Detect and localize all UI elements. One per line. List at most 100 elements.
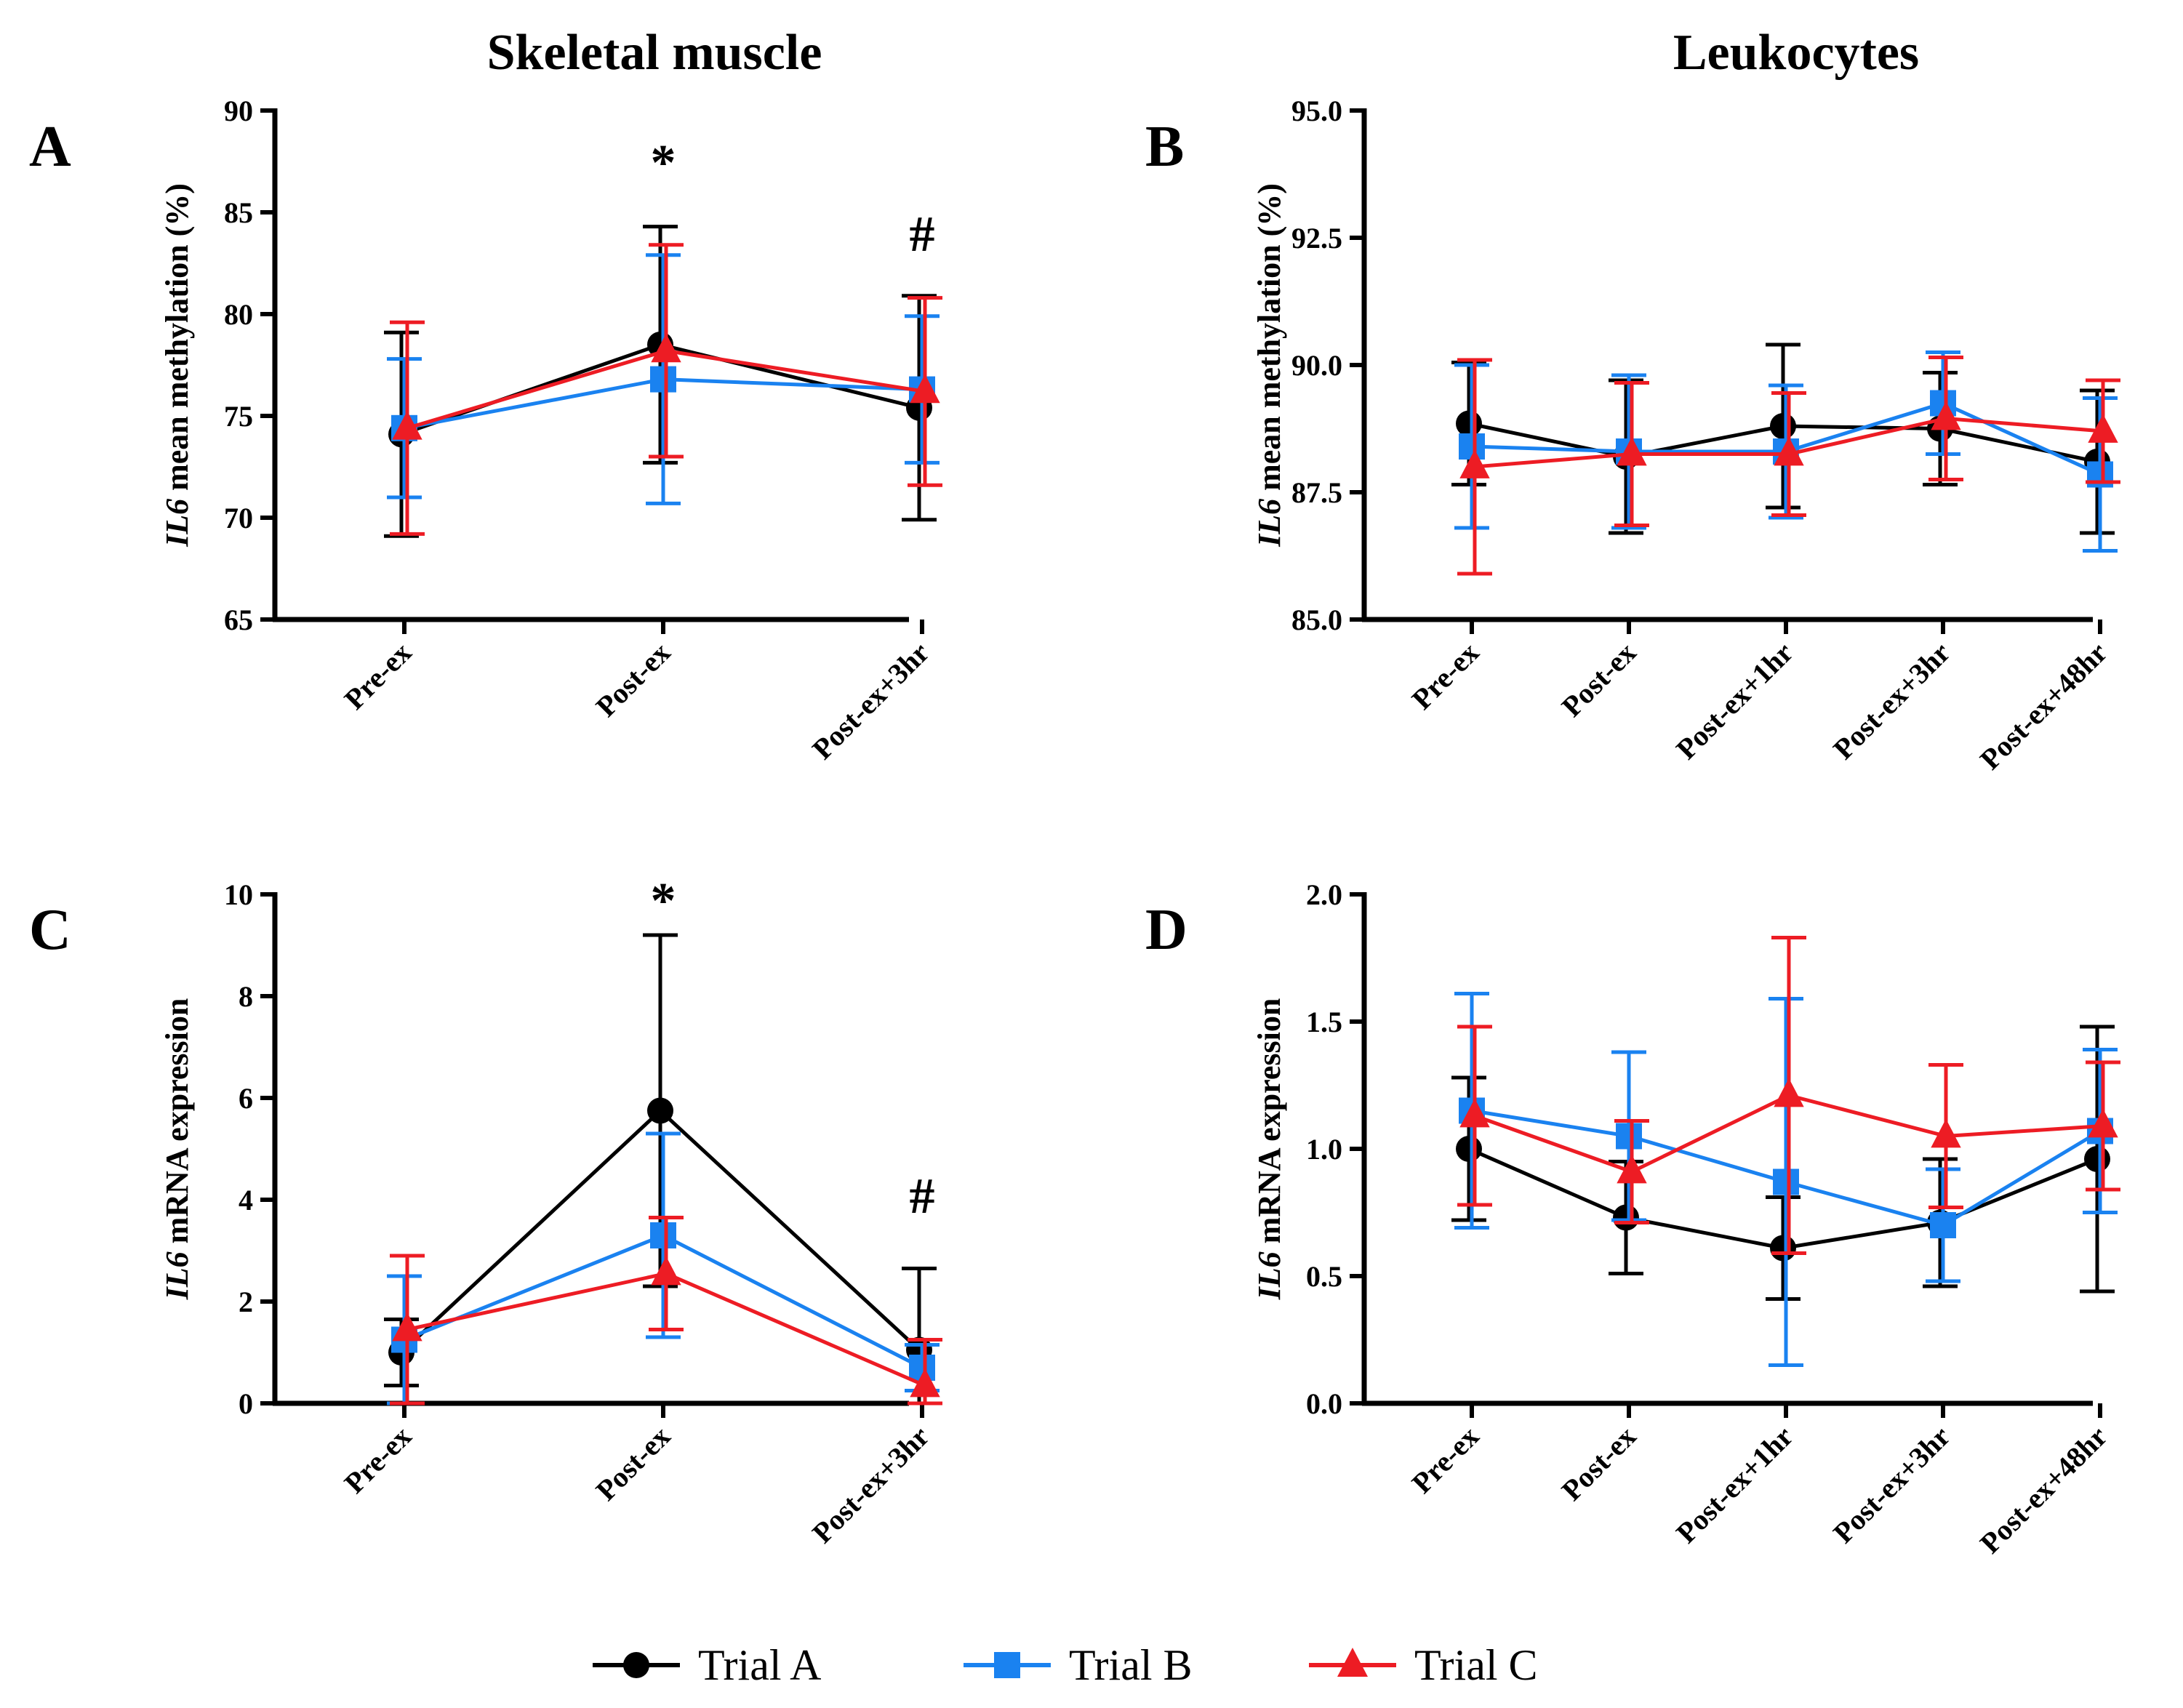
data-point-trial-a <box>647 1097 673 1124</box>
data-point-trial-c <box>1931 1118 1961 1148</box>
data-point-trial-b <box>650 1222 676 1248</box>
series-trial-b-c <box>387 1131 940 1406</box>
y-tick-label-c: 2 <box>239 1286 253 1318</box>
data-point-trial-c <box>651 1256 681 1286</box>
y-tick-label-d: 2.0 <box>1306 878 1342 911</box>
legend: Trial A Trial B Trial C <box>593 1641 1538 1689</box>
data-point-trial-a <box>2084 1146 2110 1172</box>
y-tick-label-b: 85.0 <box>1291 604 1342 636</box>
y-axis-label-gene-d: IL6 <box>1251 1251 1287 1300</box>
significance-mark-c: # <box>910 1168 935 1224</box>
legend-marker-trial-b <box>994 1652 1020 1678</box>
y-axis-label-c: IL6 mRNA expression <box>159 998 195 1301</box>
data-point-trial-c <box>1459 449 1490 478</box>
data-point-trial-a <box>1770 1235 1796 1262</box>
category-label-a: Pre-ex <box>338 636 418 716</box>
y-axis-label-text-c: mRNA expression <box>159 998 195 1252</box>
series-trial-b-d <box>1454 992 2118 1367</box>
data-point-trial-c <box>1774 436 1804 466</box>
y-tick-label-b: 87.5 <box>1291 476 1342 509</box>
y-tick-label-a: 85 <box>224 196 253 229</box>
y-tick-label-c: 0 <box>239 1387 253 1420</box>
y-axis-label-a: IL6 mean methylation (%) <box>159 183 195 548</box>
y-tick-label-b: 95.0 <box>1291 95 1342 127</box>
data-point-trial-b <box>1773 1168 1799 1195</box>
y-tick-label-d: 1.0 <box>1306 1133 1342 1166</box>
panel-letter-a: A <box>29 115 71 179</box>
data-point-trial-c <box>392 1312 422 1342</box>
category-label-b: Post-ex <box>1555 636 1643 723</box>
data-point-trial-a <box>1613 1204 1639 1231</box>
series-trial-a-d <box>1451 1025 2115 1301</box>
data-point-trial-c <box>392 411 422 440</box>
panel-b: B 85.0 87.5 90.0 92.5 95.0 Pre-ex Post-ex Post-e… <box>1145 95 2120 776</box>
category-label-a: Post-ex <box>590 636 677 723</box>
category-label-b: Pre-ex <box>1406 636 1486 716</box>
data-point-trial-b <box>650 366 676 393</box>
category-label-b: Post-ex+48hr <box>1974 636 2113 776</box>
y-axis-label-text-b: mean methylation (%) <box>1251 183 1287 499</box>
y-tick-label-a: 80 <box>224 298 253 331</box>
y-axis-label-text-d: mRNA expression <box>1251 998 1287 1252</box>
legend-marker-trial-a <box>623 1652 649 1678</box>
y-axis-label-gene-a: IL6 <box>159 499 195 548</box>
column-title-right: Leukocytes <box>1673 25 1919 81</box>
category-label-a: Post-ex+3hr <box>806 636 935 766</box>
y-tick-label-a: 90 <box>224 95 253 127</box>
data-point-trial-c <box>1617 436 1647 466</box>
y-tick-label-b: 90.0 <box>1291 349 1342 382</box>
data-point-trial-c <box>2088 414 2118 443</box>
category-label-c: Post-ex+3hr <box>806 1420 935 1549</box>
y-tick-label-c: 4 <box>239 1184 253 1216</box>
y-axis-label-b: IL6 mean methylation (%) <box>1251 183 1287 548</box>
y-axis-label-text-a: mean methylation (%) <box>159 183 195 499</box>
data-point-trial-c <box>910 374 940 404</box>
series-trial-c-b <box>1457 356 2120 576</box>
category-label-c: Pre-ex <box>338 1420 418 1500</box>
data-point-trial-a <box>1770 413 1796 439</box>
y-tick-label-d: 0.0 <box>1306 1387 1342 1420</box>
data-point-trial-b <box>1930 1212 1956 1238</box>
data-point-trial-c <box>651 333 681 363</box>
y-tick-label-a: 65 <box>224 604 253 636</box>
series-trial-c-d <box>1457 936 2120 1255</box>
panel-letter-b: B <box>1145 115 1184 179</box>
y-tick-label-a: 70 <box>224 502 253 534</box>
category-label-d: Post-ex+1hr <box>1670 1420 1799 1549</box>
significance-mark-a: # <box>910 207 935 262</box>
y-axis-label-gene-c: IL6 <box>159 1251 195 1300</box>
data-point-trial-a <box>1456 1136 1482 1162</box>
legend-item-trial-a: Trial A <box>593 1641 822 1689</box>
data-point-trial-c <box>1774 1078 1804 1107</box>
y-axis-label-d: IL6 mRNA expression <box>1251 998 1287 1301</box>
legend-label-trial-c: Trial C <box>1414 1641 1538 1689</box>
category-label-b: Post-ex+3hr <box>1827 636 1956 766</box>
y-tick-label-d: 1.5 <box>1306 1006 1342 1038</box>
legend-item-trial-c: Trial C <box>1309 1641 1538 1689</box>
y-tick-label-a: 75 <box>224 400 253 433</box>
series-trial-c-c <box>390 1216 942 1406</box>
y-tick-label-c: 6 <box>239 1082 253 1115</box>
data-point-trial-c <box>1459 1098 1490 1128</box>
category-label-c: Post-ex <box>590 1420 677 1507</box>
panel-letter-d: D <box>1145 898 1187 962</box>
series-trial-c-a <box>390 243 942 536</box>
data-point-trial-c <box>1617 1154 1647 1184</box>
panel-d: D 0.0 0.5 1.0 1.5 2.0 Pre-ex Post-ex Post-ex+1hr… <box>1145 878 2120 1560</box>
data-point-trial-a <box>1456 410 1482 437</box>
data-point-trial-c <box>1931 401 1961 430</box>
y-tick-label-b: 92.5 <box>1291 222 1342 254</box>
panel-c: C 0 2 4 6 8 10 Pre-ex Post-ex Post-ex+3hr IL6 mRNA… <box>29 873 942 1549</box>
data-point-trial-b <box>1616 1123 1642 1150</box>
category-label-d: Post-ex <box>1555 1420 1643 1507</box>
y-tick-label-c: 8 <box>239 980 253 1013</box>
legend-label-trial-b: Trial B <box>1069 1641 1193 1689</box>
legend-item-trial-b: Trial B <box>964 1641 1193 1689</box>
data-point-trial-c <box>2088 1108 2118 1138</box>
legend-label-trial-a: Trial A <box>698 1641 822 1689</box>
category-label-d: Post-ex+48hr <box>1974 1420 2113 1560</box>
category-label-d: Post-ex+3hr <box>1827 1420 1956 1549</box>
